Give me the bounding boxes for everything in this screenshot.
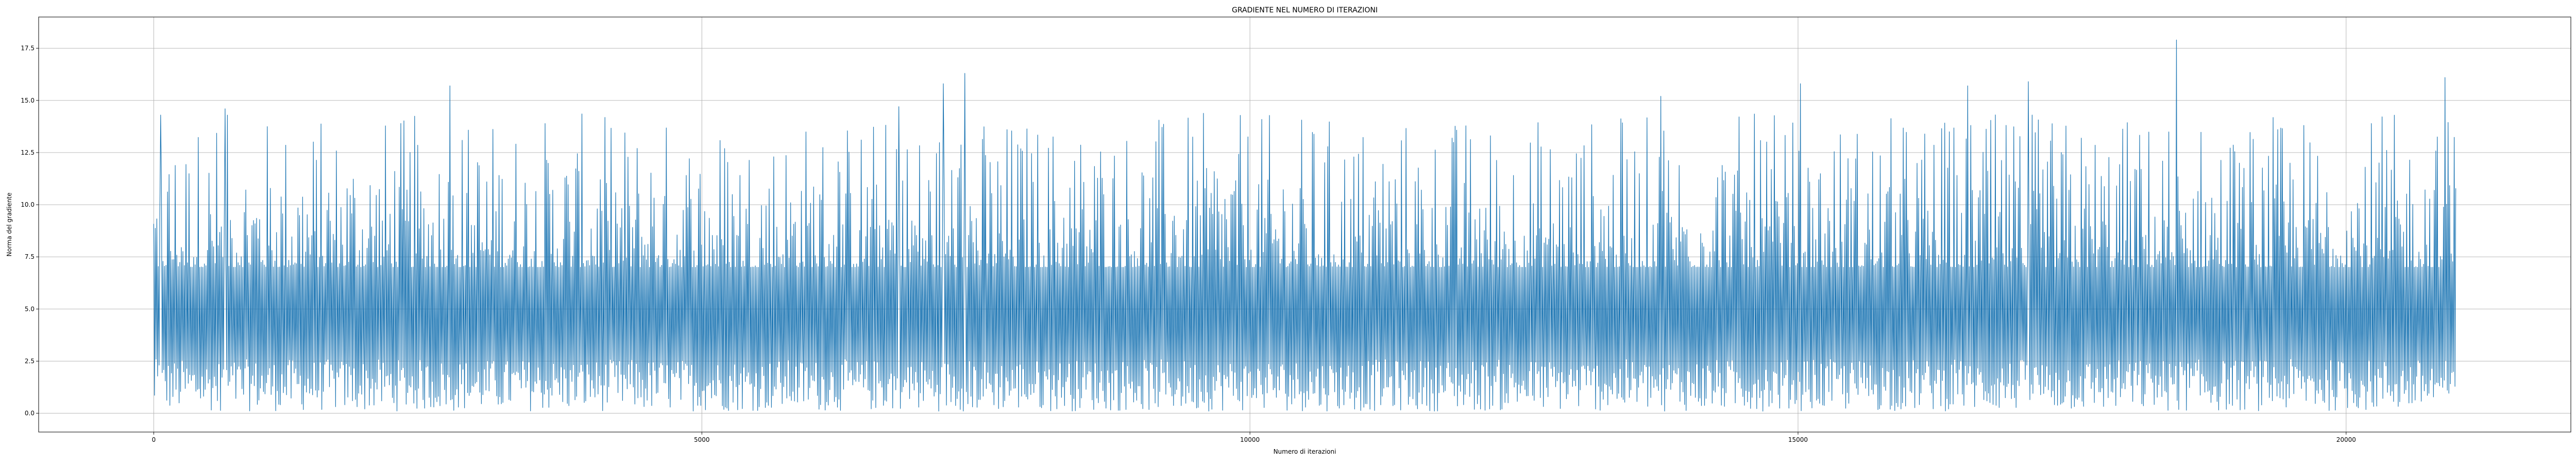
y-tick-label: 2.5 <box>25 357 35 364</box>
y-axis-label: Norma del gradiente <box>6 193 13 257</box>
y-tick-label: 5.0 <box>25 305 35 312</box>
y-tick-label: 12.5 <box>21 149 35 156</box>
x-tick-label: 5000 <box>694 436 710 443</box>
gradient-norm-series-line <box>154 40 2455 411</box>
x-axis-label: Numero di iterazioni <box>1274 448 1336 455</box>
x-tick-label: 0 <box>152 436 156 443</box>
y-axis-ticks: 0.0 2.5 5.0 7.5 10.0 12.5 15.0 17.5 <box>21 45 39 417</box>
x-tick-label: 20000 <box>2336 436 2356 443</box>
x-axis-ticks: 0 5000 10000 15000 20000 <box>152 432 2356 443</box>
y-tick-label: 7.5 <box>25 253 35 260</box>
series-layer <box>154 40 2455 411</box>
y-tick-label: 0.0 <box>25 410 35 417</box>
y-tick-label: 15.0 <box>21 97 35 104</box>
y-tick-label: 17.5 <box>21 45 35 52</box>
x-tick-label: 15000 <box>1788 436 1808 443</box>
chart-title: GRADIENTE NEL NUMERO DI ITERAZIONI <box>1232 6 1378 14</box>
y-tick-label: 10.0 <box>21 201 35 208</box>
x-tick-label: 10000 <box>1240 436 1260 443</box>
